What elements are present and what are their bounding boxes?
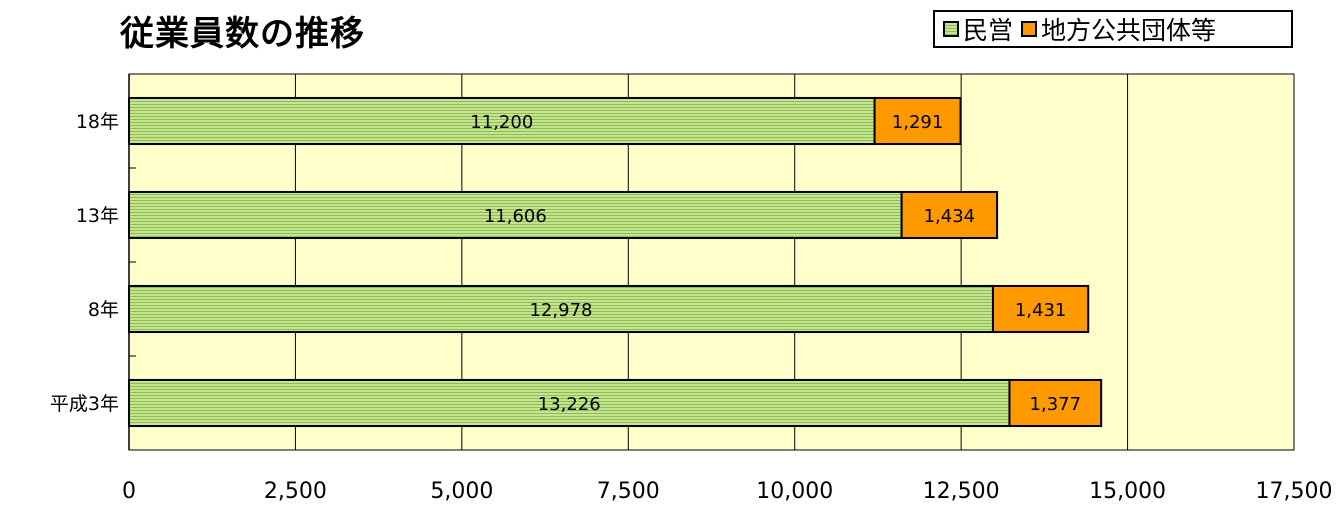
x-tick-label: 15,000 bbox=[1089, 479, 1166, 504]
x-tick-label: 0 bbox=[122, 479, 136, 504]
legend-label-public: 地方公共団体等 bbox=[1041, 16, 1217, 45]
bars bbox=[128, 96, 1103, 428]
bar-segment-public bbox=[991, 284, 1090, 334]
data-label: 1,291 bbox=[892, 112, 944, 133]
labels: 0 2,500 5,000 7,500 10,000 12,500 15,000 17,500… bbox=[50, 111, 1333, 504]
data-label: 1,431 bbox=[1015, 300, 1067, 321]
x-tick-label: 10,000 bbox=[756, 479, 833, 504]
legend-swatch-public bbox=[1021, 21, 1038, 37]
data-label: 1,434 bbox=[924, 206, 976, 227]
bar-segment-private bbox=[128, 284, 994, 334]
x-tick-label: 17,500 bbox=[1256, 479, 1333, 504]
data-label: 13,226 bbox=[538, 394, 601, 415]
bar-segment-private bbox=[128, 96, 876, 146]
data-label: 11,200 bbox=[470, 112, 533, 133]
data-label: 11,606 bbox=[484, 206, 547, 227]
x-tick-label: 12,500 bbox=[923, 479, 1000, 504]
legend-item-private: 民営 bbox=[943, 11, 1013, 47]
legend: 民営 地方公共団体等 bbox=[933, 10, 1293, 48]
category-label: 平成3年 bbox=[50, 393, 119, 415]
legend-item-public: 地方公共団体等 bbox=[1021, 11, 1216, 47]
category-label: 8年 bbox=[88, 299, 119, 321]
chart-title: 従業員数の推移 bbox=[120, 14, 365, 54]
data-label: 12,978 bbox=[529, 300, 592, 321]
legend-swatch-private bbox=[943, 21, 959, 37]
bar-segment-public bbox=[900, 190, 999, 240]
x-tick-label: 7,500 bbox=[597, 479, 660, 504]
data-label: 1,377 bbox=[1030, 394, 1082, 415]
category-label: 13年 bbox=[76, 205, 119, 227]
x-tick-label: 2,500 bbox=[264, 479, 327, 504]
bar-segment-public bbox=[873, 96, 962, 146]
x-tick-label: 5,000 bbox=[430, 479, 493, 504]
bar-segment-public bbox=[1008, 378, 1103, 428]
legend-label-private: 民営 bbox=[963, 16, 1014, 45]
category-label: 18年 bbox=[76, 111, 119, 133]
